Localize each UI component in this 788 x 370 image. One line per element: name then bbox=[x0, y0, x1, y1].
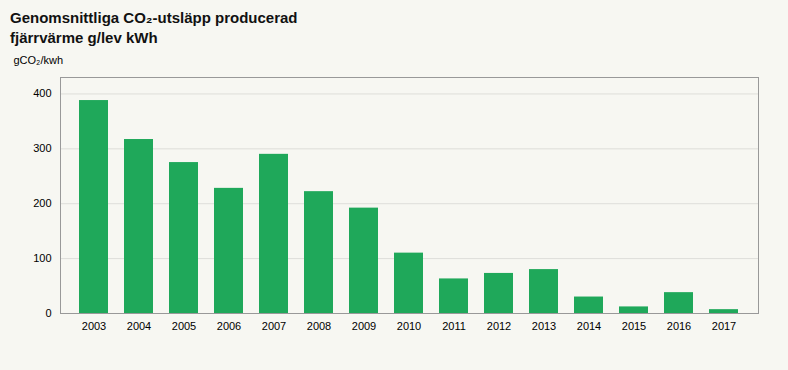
svg-text:200: 200 bbox=[33, 197, 51, 209]
svg-text:0: 0 bbox=[45, 307, 51, 319]
svg-text:2017: 2017 bbox=[712, 320, 736, 332]
svg-text:2013: 2013 bbox=[532, 320, 556, 332]
svg-text:2012: 2012 bbox=[487, 320, 511, 332]
svg-text:2009: 2009 bbox=[352, 320, 376, 332]
svg-text:300: 300 bbox=[33, 142, 51, 154]
svg-text:2007: 2007 bbox=[262, 320, 286, 332]
svg-text:2014: 2014 bbox=[577, 320, 601, 332]
svg-text:2008: 2008 bbox=[307, 320, 331, 332]
svg-text:2010: 2010 bbox=[397, 320, 421, 332]
svg-text:2015: 2015 bbox=[622, 320, 646, 332]
svg-text:2004: 2004 bbox=[127, 320, 151, 332]
svg-text:2005: 2005 bbox=[172, 320, 196, 332]
svg-text:2016: 2016 bbox=[667, 320, 691, 332]
svg-text:2003: 2003 bbox=[82, 320, 106, 332]
svg-text:100: 100 bbox=[33, 252, 51, 264]
html-text:fjärrvärme g/lev kWh: fjärrvärme g/lev kWh bbox=[10, 28, 158, 46]
html-text:Genomsnittliga CO₂-utsläpp pro: Genomsnittliga CO₂-utsläpp producerad bbox=[10, 9, 298, 26]
svg-text:400: 400 bbox=[33, 87, 51, 99]
svg-text:2011: 2011 bbox=[442, 320, 466, 332]
svg-text:gCO₂/kwh: gCO₂/kwh bbox=[14, 54, 64, 66]
svg-text:2006: 2006 bbox=[217, 320, 241, 332]
